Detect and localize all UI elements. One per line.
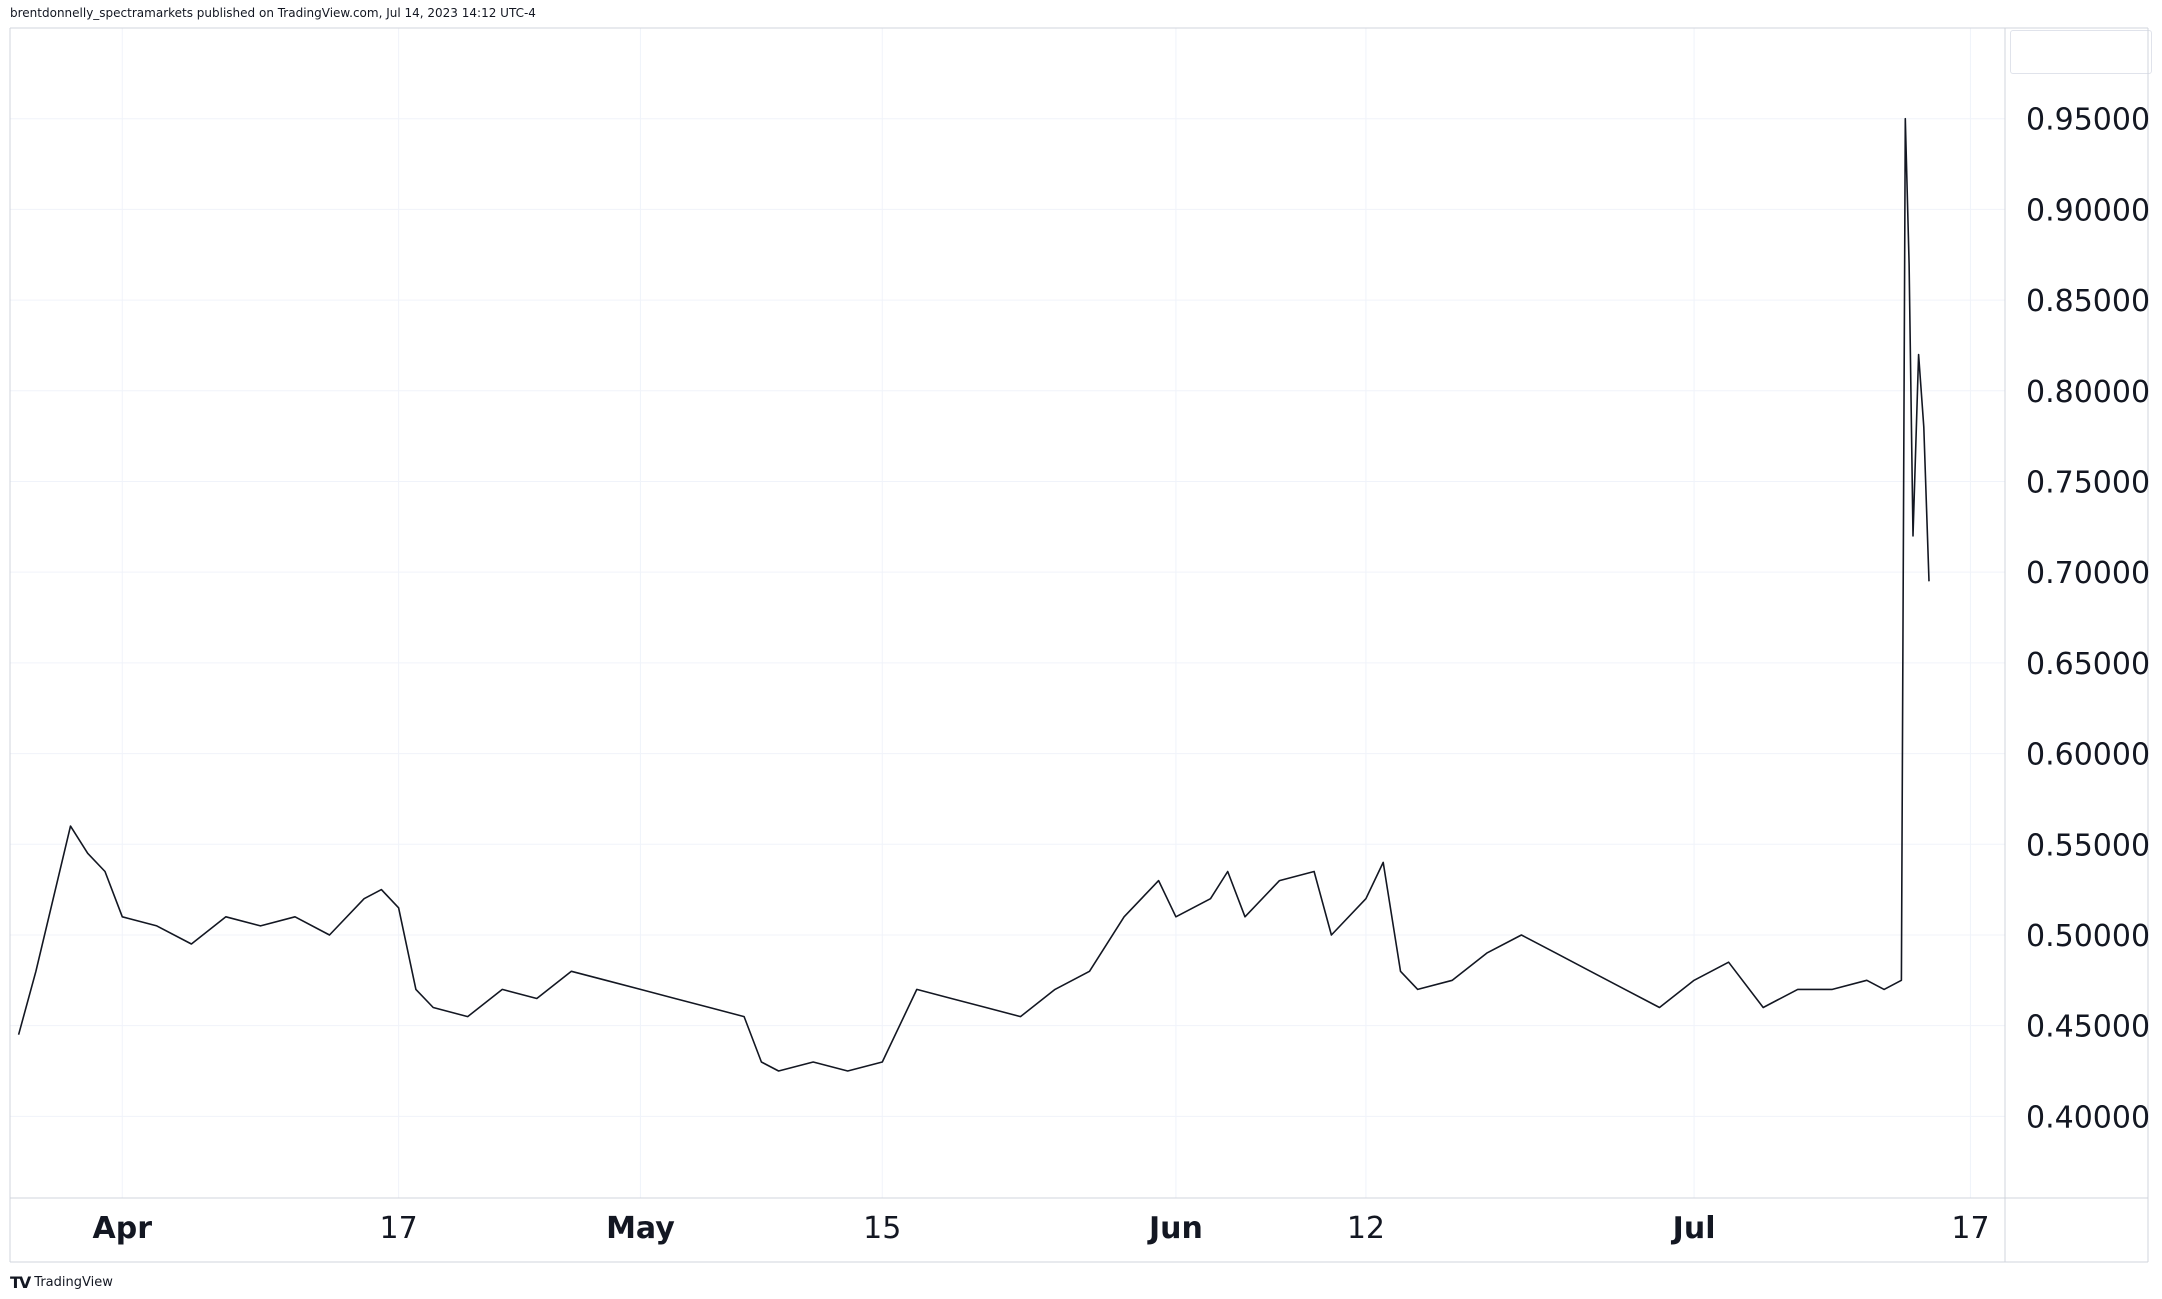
x-tick-label: 17 xyxy=(380,1211,418,1246)
tradingview-logo-icon: TV xyxy=(10,1272,31,1292)
y-tick-label: 0.65000 xyxy=(2026,647,2150,682)
price-series xyxy=(17,117,1930,1072)
y-tick-label: 0.40000 xyxy=(2026,1100,2150,1135)
x-tick-label: Apr xyxy=(93,1211,153,1246)
tradingview-logo-text: TradingView xyxy=(34,1274,113,1290)
chart-frame xyxy=(9,27,2149,1263)
x-tick-label: 15 xyxy=(863,1211,901,1246)
y-tick-label: 0.80000 xyxy=(2026,375,2150,410)
x-tick-label: Jun xyxy=(1147,1211,1203,1246)
x-tick-label: Jul xyxy=(1671,1211,1716,1246)
tradingview-logo[interactable]: TV TradingView xyxy=(10,1272,113,1292)
chart-settings-area[interactable] xyxy=(2010,30,2152,74)
y-tick-label: 0.60000 xyxy=(2026,738,2150,773)
x-tick-label: 17 xyxy=(1951,1211,1989,1246)
y-tick-label: 0.85000 xyxy=(2026,284,2150,319)
published-info: brentdonnelly_spectramarkets published o… xyxy=(10,6,536,20)
y-tick-label: 0.70000 xyxy=(2026,556,2150,591)
y-tick-label: 0.90000 xyxy=(2026,193,2150,228)
y-tick-label: 0.45000 xyxy=(2026,1010,2150,1045)
y-tick-label: 0.50000 xyxy=(2026,919,2150,954)
y-tick-label: 0.55000 xyxy=(2026,828,2150,863)
y-axis: 0.95000 0.90000 0.85000 0.80000 0.75000 0.700… xyxy=(2026,103,2150,1136)
y-tick-label: 0.95000 xyxy=(2026,103,2150,138)
chart-grid xyxy=(10,28,2005,1198)
x-tick-label: 12 xyxy=(1347,1211,1385,1246)
x-tick-label: May xyxy=(606,1211,675,1246)
series-line xyxy=(17,117,1930,1072)
x-axis: Apr 17 May 15 Jun 12 Jul 17 xyxy=(93,1211,1990,1246)
y-tick-label: 0.75000 xyxy=(2026,465,2150,500)
